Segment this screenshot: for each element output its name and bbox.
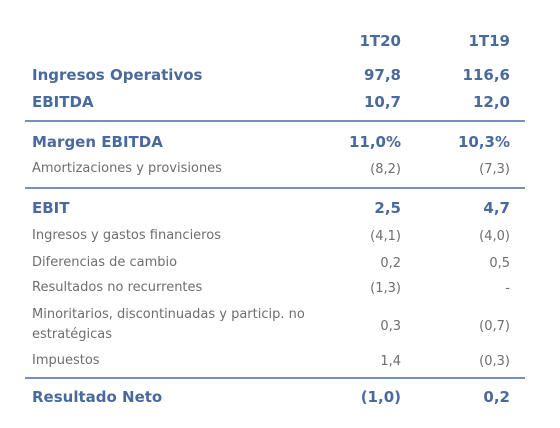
- table-row: Amortizaciones y provisiones (8,2) (7,3): [25, 158, 525, 180]
- table-row: Impuestos 1,4 (0,3): [25, 350, 525, 372]
- row-label: EBIT: [32, 199, 70, 217]
- income-statement-table: 1T20 1T19 Ingresos Operativos 97,8 116,6…: [25, 0, 525, 428]
- row-value-1t20: 97,8: [363, 66, 401, 84]
- row-label: Impuestos: [32, 353, 100, 368]
- table-row: EBIT 2,5 4,7: [25, 197, 525, 219]
- row-value-1t19: (0,3): [479, 353, 510, 369]
- row-value-1t19: 116,6: [462, 66, 510, 84]
- row-label: Amortizaciones y provisiones: [32, 161, 222, 176]
- row-value-1t20: 10,7: [363, 93, 401, 111]
- row-value-1t19: -: [505, 280, 510, 296]
- table-row: Minoritarios, discontinuadas y particip.…: [25, 305, 525, 347]
- row-value-1t19: (7,3): [479, 161, 510, 177]
- column-header-1t19: 1T19: [468, 32, 510, 50]
- table-row: Resultados no recurrentes (1,3) -: [25, 277, 525, 299]
- row-label: Margen EBITDA: [32, 133, 163, 151]
- section-divider: [25, 187, 525, 189]
- row-label: Resultado Neto: [32, 388, 163, 406]
- row-value-1t20: 2,5: [374, 199, 401, 217]
- table-row: Ingresos y gastos financieros (4,1) (4,0…: [25, 225, 525, 247]
- table-header: 1T20 1T19: [25, 30, 525, 52]
- row-label: Diferencias de cambio: [32, 255, 178, 270]
- row-value-1t20: (1,0): [360, 388, 401, 406]
- row-value-1t20: (4,1): [370, 228, 401, 244]
- row-value-1t20: 0,3: [380, 319, 401, 334]
- row-value-1t19: 10,3%: [457, 133, 510, 151]
- section-divider: [25, 377, 525, 379]
- row-label: Resultados no recurrentes: [32, 280, 203, 295]
- row-value-1t19: 0,5: [489, 255, 510, 271]
- table-row: Resultado Neto (1,0) 0,2: [25, 386, 525, 408]
- row-label: EBITDA: [32, 93, 94, 111]
- row-value-1t20: 0,2: [380, 255, 401, 271]
- row-value-1t19: (0,7): [479, 319, 510, 334]
- table-row: Ingresos Operativos 97,8 116,6: [25, 64, 525, 86]
- column-header-1t20: 1T20: [359, 32, 401, 50]
- row-value-1t19: (4,0): [479, 228, 510, 244]
- row-label: Minoritarios, discontinuadas y particip.…: [32, 307, 305, 342]
- row-value-1t19: 4,7: [483, 199, 510, 217]
- row-value-1t20: 11,0%: [348, 133, 401, 151]
- row-value-1t19: 0,2: [483, 388, 510, 406]
- table-row: Diferencias de cambio 0,2 0,5: [25, 252, 525, 274]
- row-value-1t20: 1,4: [380, 353, 401, 369]
- table-row: Margen EBITDA 11,0% 10,3%: [25, 131, 525, 153]
- row-label: Ingresos Operativos: [32, 66, 203, 84]
- row-value-1t19: 12,0: [472, 93, 510, 111]
- row-value-1t20: (8,2): [370, 161, 401, 177]
- section-divider: [25, 120, 525, 122]
- table-row: EBITDA 10,7 12,0: [25, 91, 525, 113]
- row-value-1t20: (1,3): [370, 280, 401, 296]
- row-label: Ingresos y gastos financieros: [32, 228, 221, 243]
